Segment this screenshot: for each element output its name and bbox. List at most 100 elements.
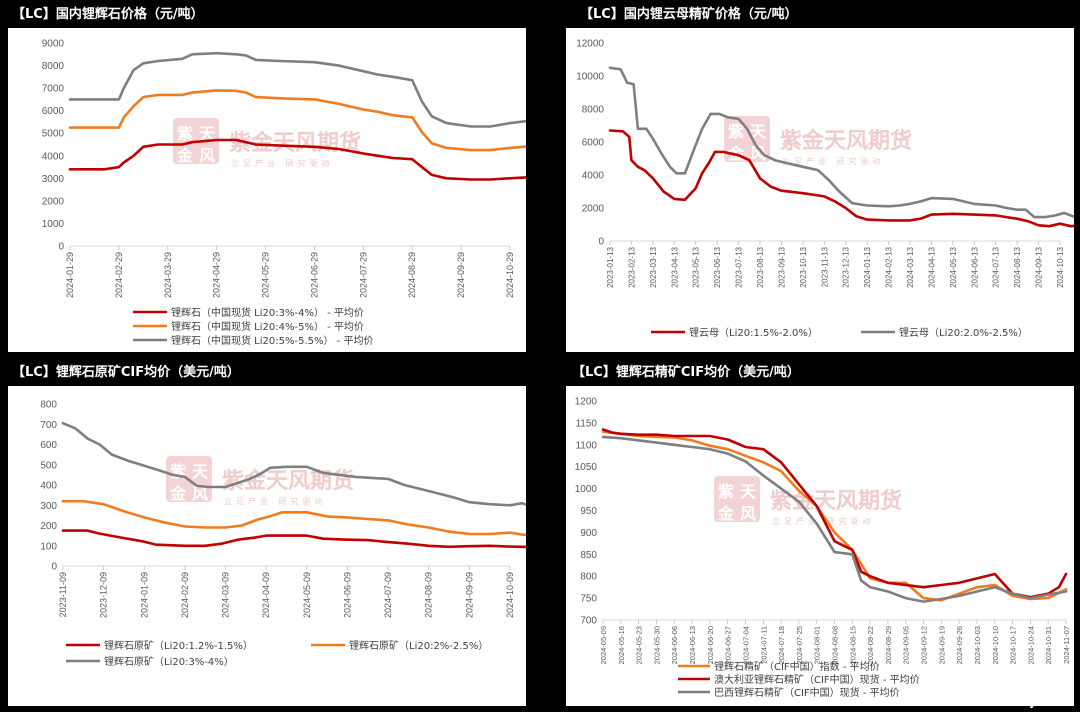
y-tick-label: 7000 [42, 84, 65, 95]
series-line [608, 129, 1074, 228]
x-tick-label: 2024-10-03 [973, 626, 982, 664]
x-tick-label: 2024-08-15 [848, 626, 857, 664]
legend-label: 澳大利亚锂辉石精矿（CIF中国）现货 - 平均价 [714, 673, 920, 686]
legend-label: 锂云母（Li20:1.5%-2.0%） [689, 327, 818, 339]
x-tick-label: 2024-08-13 [1013, 246, 1022, 287]
x-tick-label: 2024-10-09 [505, 572, 515, 618]
y-tick-label: 850 [580, 550, 597, 561]
y-tick-label: 0 [58, 242, 64, 253]
x-tick-label: 2023-07-13 [735, 246, 744, 287]
legend-label: 锂辉石精矿（CIF中国）指数 - 平均价 [714, 660, 880, 673]
x-tick-label: 2023-01-13 [606, 246, 615, 287]
x-tick-label: 2024-03-29 [163, 252, 173, 298]
watermark-seal-char: 风 [750, 144, 766, 163]
x-tick-label: 2023-08-13 [756, 246, 765, 287]
legend-label: 锂云母（Li20:2.0%-2.5%） [899, 327, 1028, 339]
x-tick-label: 2024-11-07 [1062, 626, 1071, 664]
x-tick-label: 2023-11-09 [58, 572, 68, 617]
logo-watermark: 紫天金风紫金天风期货立足产业 研究驱动 [714, 476, 902, 526]
y-tick-label: 900 [580, 528, 597, 539]
legend-label: 锂辉石原矿（Li20:1.2%-1.5%） [104, 639, 253, 652]
chart-panel-3: 紫天金风紫金天风期货 立足产业 研究驱动 0 100 200 300 400 500 600 70… [8, 386, 526, 706]
chart-panel-4: 紫天金风紫金天风期货 立足产业 研究驱动 700 750 800 850 900 950 100… [566, 386, 1074, 706]
x-tick-label: 2024-03-13 [906, 246, 915, 287]
watermark-seal-char: 金 [176, 146, 194, 165]
y-tick-label: 1100 [575, 440, 597, 451]
y-tick-label: 6000 [582, 138, 605, 149]
chart-svg-1: 紫天金风紫金天风期货立足产业 研究驱动 0 1000 2000 3000 4000 5000… [42, 39, 526, 347]
watermark-seal-char: 紫 [170, 462, 186, 481]
x-tick-label: 2024-05-13 [949, 246, 958, 287]
x-tick-label: 2024-06-20 [706, 626, 715, 664]
x-tick-label: 2024-02-09 [180, 572, 190, 618]
x-tick-label: 2024-03-09 [221, 572, 231, 618]
y-tick-label: 800 [580, 572, 597, 583]
legend-label: 锂辉石（中国现货 Li20:4%-5%） - 平均价 [171, 320, 364, 333]
legend-label: 锂辉石（中国现货 Li20:3%-4%） - 平均价 [171, 306, 364, 319]
x-tick-label: 2024-08-09 [424, 572, 434, 618]
series-line [68, 51, 526, 128]
y-tick-label: 700 [40, 420, 57, 431]
x-tick-label: 2024-07-13 [992, 246, 1001, 287]
y-tick-label: 2000 [582, 204, 605, 215]
watermark-seal-char: 紫 [728, 122, 744, 141]
y-tick-label: 4000 [42, 151, 65, 162]
y-tick-label: 5000 [42, 129, 65, 140]
watermark-seal-char: 天 [740, 482, 757, 501]
y-tick-label: 1150 [575, 418, 597, 429]
legend-label: 巴西锂辉石精矿（CIF中国）现货 - 平均价 [714, 686, 900, 699]
y-tick-label: 0 [598, 237, 604, 248]
watermark-subtext: 立足产业 研究驱动 [231, 158, 334, 168]
x-tick-label: 2024-08-22 [866, 626, 875, 664]
legend-label: 锂辉石（中国现货 Li20:5%-5.5%） - 平均价 [171, 334, 373, 347]
x-tick-label: 2024-09-05 [902, 626, 911, 664]
chart-svg-2: 紫天金风紫金天风期货立足产业 研究驱动020004000600080001000… [576, 39, 1074, 339]
y-tick-label: 300 [40, 501, 57, 512]
y-tick-label: 500 [40, 460, 57, 471]
chart-title-3: 【LC】锂辉石原矿CIF均价（美元/吨） [12, 365, 240, 380]
x-tick-label: 2024-09-19 [937, 626, 946, 664]
y-tick-label: 1050 [575, 462, 598, 473]
x-tick-label: 2024-01-29 [65, 252, 75, 298]
x-tick-label: 2023-12-09 [99, 572, 109, 618]
chart-svg-3: 紫天金风紫金天风期货立足产业 研究驱动 0 100 200 300 400 500 600 70… [40, 400, 526, 668]
series-line [68, 89, 526, 152]
x-tick-label: 2023-05-13 [692, 246, 701, 287]
y-tick-label: 100 [40, 541, 57, 552]
x-tick-label: 2024-02-13 [885, 246, 894, 287]
x-tick-label: 2024-08-29 [407, 252, 417, 298]
series-line [61, 499, 526, 537]
watermark-seal-char: 天 [192, 462, 209, 481]
x-tick-label: 2023-02-13 [627, 246, 636, 287]
watermark-seal-char: 风 [740, 504, 756, 523]
x-tick-label: 2024-05-30 [652, 626, 661, 664]
x-tick-label: 2024-08-08 [831, 626, 840, 664]
y-tick-label: 6000 [42, 106, 65, 117]
x-tick-label: 2024-10-10 [991, 626, 1000, 664]
y-tick-label: 800 [40, 400, 57, 411]
x-tick-label: 2024-07-25 [795, 626, 804, 664]
x-tick-label: 2023-03-13 [649, 246, 658, 287]
y-tick-label: 1000 [42, 219, 65, 230]
x-tick-label: 2023-10-13 [799, 246, 808, 287]
x-tick-label: 2024-10-13 [1056, 246, 1065, 287]
y-tick-label: 600 [40, 440, 57, 451]
watermark-subtext: 立足产业 研究驱动 [224, 496, 327, 506]
y-tick-label: 10000 [576, 72, 604, 83]
y-tick-label: 2000 [42, 196, 65, 207]
x-tick-label: 2024-10-17 [1009, 626, 1018, 664]
series-line [601, 430, 1068, 602]
y-tick-label: 400 [40, 481, 57, 492]
logo-watermark: 紫天金风紫金天风期货立足产业 研究驱动 [166, 456, 354, 506]
chart-svg-4: 紫天金风紫金天风期货立足产业 研究驱动 700 750 800 850 900 950 100… [575, 397, 1071, 700]
y-tick-label: 12000 [576, 39, 604, 50]
x-tick-label: 2024-04-29 [212, 252, 222, 298]
watermark-seal-char: 金 [169, 484, 187, 503]
site-watermark: www.365jz.com [971, 692, 1074, 708]
x-tick-label: 2024-10-24 [1026, 626, 1035, 664]
series-line [61, 529, 526, 549]
x-tick-label: 2024-08-01 [813, 626, 822, 664]
x-tick-label: 2024-06-13 [688, 626, 697, 664]
y-tick-label: 200 [40, 521, 57, 532]
